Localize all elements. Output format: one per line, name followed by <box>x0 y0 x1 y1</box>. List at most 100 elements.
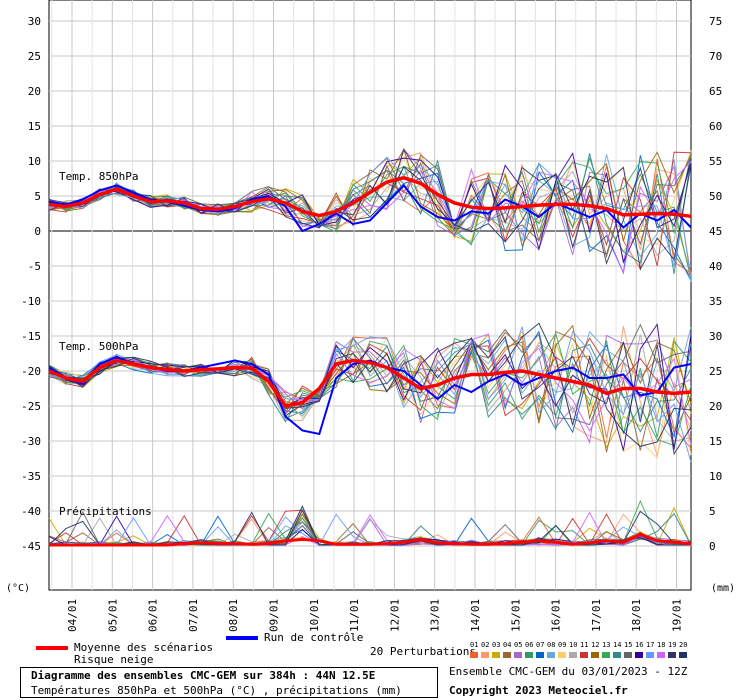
perturbation-swatch <box>492 652 500 658</box>
perturbation-line <box>48 511 692 546</box>
chart-series <box>48 148 692 547</box>
perturbation-swatch <box>657 652 665 658</box>
x-tick-label: 17/01 <box>590 599 603 632</box>
right-tick-label: 30 <box>709 330 722 343</box>
ensemble-info: Ensemble CMC-GEM du 03/01/2023 - 12Z <box>449 665 688 678</box>
perturbation-swatch <box>602 652 610 658</box>
x-tick-label: 15/01 <box>509 599 522 632</box>
x-tick-label: 04/01 <box>66 599 79 632</box>
left-tick-label: -15 <box>21 330 41 343</box>
perturbation-number: 01 <box>470 641 479 649</box>
perturbation-swatch <box>514 652 522 658</box>
left-tick-label: -20 <box>21 365 41 378</box>
right-tick-label: 55 <box>709 155 722 168</box>
perturbation-line <box>48 330 692 453</box>
x-tick-label: 12/01 <box>388 599 401 632</box>
left-tick-label: -10 <box>21 295 41 308</box>
x-tick-label: 05/01 <box>106 599 119 632</box>
perturbation-number: 16 <box>635 641 644 649</box>
left-tick-label: 30 <box>28 15 41 28</box>
risk-legend-label: Risque neige <box>74 653 154 666</box>
perturbation-number: 13 <box>602 641 611 649</box>
perturbation-line <box>48 332 692 446</box>
chart-footer: Moyenne des scénarios Risque neige Run d… <box>0 631 740 700</box>
perturbation-line <box>48 324 692 424</box>
x-tick-label: 16/01 <box>550 599 563 632</box>
perturbation-swatch <box>624 652 632 658</box>
perturbation-swatch <box>580 652 588 658</box>
title-box: Diagramme des ensembles CMC-GEM sur 384h… <box>20 667 438 698</box>
perturbation-number: 09 <box>558 641 567 649</box>
right-tick-label: 75 <box>709 15 722 28</box>
perturbation-swatch <box>646 652 654 658</box>
perturbation-line <box>48 329 692 459</box>
left-tick-label: -25 <box>21 400 41 413</box>
left-tick-label: 0 <box>34 225 41 238</box>
perturbation-number: 19 <box>668 641 677 649</box>
x-tick-label: 18/01 <box>630 599 643 632</box>
x-tick-label: 19/01 <box>671 599 684 632</box>
perturbation-line <box>48 164 692 271</box>
copyright-text: Copyright 2023 Meteociel.fr <box>449 684 628 697</box>
x-axis-labels: 04/01 05/01 06/01 07/01 08/01 09/01 10/01 11/01… <box>66 599 684 632</box>
x-tick-label: 06/01 <box>147 599 160 632</box>
perturbation-number: 06 <box>525 641 534 649</box>
perturbation-swatch <box>558 652 566 658</box>
left-tick-label: -45 <box>21 540 41 553</box>
right-tick-label: 5 <box>709 505 716 518</box>
perturbation-number: 04 <box>503 641 512 649</box>
control-legend-swatch <box>226 636 258 640</box>
perturbation-number: 11 <box>580 641 589 649</box>
chart-subtitle: Températures 850hPa et 500hPa (°C) , pré… <box>31 684 402 697</box>
perturbation-number: 03 <box>492 641 501 649</box>
perturbations-label: 20 Perturbations <box>370 645 476 658</box>
left-tick-label: 5 <box>34 190 41 203</box>
left-tick-label: -30 <box>21 435 41 448</box>
perturbation-number: 18 <box>657 641 666 649</box>
perturbation-swatch <box>481 652 489 658</box>
x-tick-label: 07/01 <box>187 599 200 632</box>
perturbation-number: 14 <box>613 641 622 649</box>
perturbation-swatch <box>525 652 533 658</box>
perturbation-swatch <box>470 652 478 658</box>
left-axis-unit: (°C) <box>6 583 30 594</box>
perturbation-swatch <box>503 652 511 658</box>
perturbation-swatch <box>613 652 621 658</box>
chart-grid <box>48 0 692 591</box>
x-tick-label: 14/01 <box>469 599 482 632</box>
perturbation-number: 10 <box>569 641 578 649</box>
perturbation-number: 20 <box>679 641 688 649</box>
left-tick-label: 10 <box>28 155 41 168</box>
left-axis-ticks: 30 25 20 15 10 5 0 -5 -10 -15 -20 -25 -30 -35 -40 -45 <box>21 15 41 553</box>
mean-line-500 <box>48 358 692 408</box>
x-tick-label: 08/01 <box>227 599 240 632</box>
perturbation-swatch <box>591 652 599 658</box>
right-axis-unit: (mm) <box>711 583 735 594</box>
mean-legend-swatch <box>36 646 68 650</box>
mean-legend-label: Moyenne des scénarios <box>74 641 214 654</box>
left-tick-label: 25 <box>28 50 41 63</box>
right-tick-label: 40 <box>709 260 722 273</box>
perturbation-line <box>48 333 692 445</box>
perturbation-number: 17 <box>646 641 655 649</box>
right-tick-label: 10 <box>709 470 722 483</box>
mean-line-850 <box>48 175 692 219</box>
left-tick-label: -5 <box>28 260 41 273</box>
right-tick-label: 15 <box>709 435 722 448</box>
panel-labels: Temp. 850hPa Temp. 500hPa Précipitations <box>59 170 152 518</box>
x-tick-label: 11/01 <box>348 599 361 632</box>
right-tick-label: 20 <box>709 400 722 413</box>
right-tick-label: 35 <box>709 295 722 308</box>
perturbation-swatch <box>668 652 676 658</box>
right-tick-label: 65 <box>709 85 722 98</box>
control-legend-label: Run de contrôle <box>264 631 364 644</box>
perturbation-line <box>48 326 692 462</box>
plot-frame <box>48 0 692 591</box>
left-tick-label: 20 <box>28 85 41 98</box>
left-tick-label: -35 <box>21 470 41 483</box>
x-tick-label: 10/01 <box>308 599 321 632</box>
left-tick-label: 15 <box>28 120 41 133</box>
right-tick-label: 60 <box>709 120 722 133</box>
perturbation-number: 05 <box>514 641 523 649</box>
